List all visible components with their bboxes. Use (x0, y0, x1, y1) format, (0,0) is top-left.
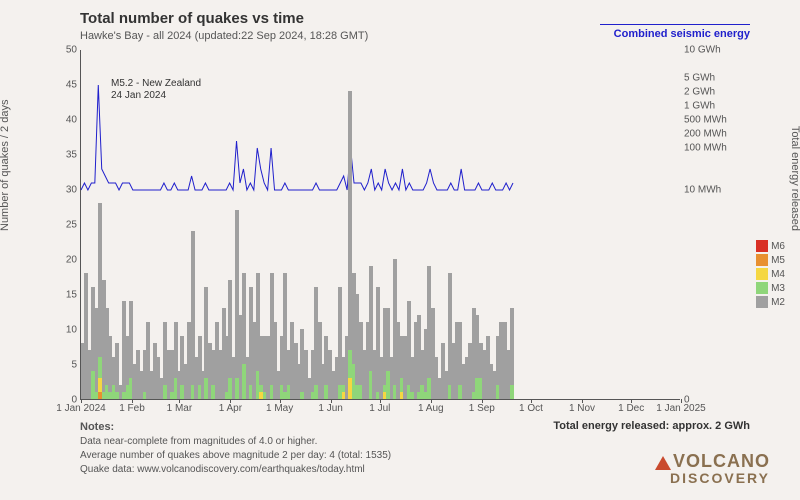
y-right-tick: 10 GWh (680, 45, 721, 56)
y-axis-left-label: Number of quakes / 2 days (0, 100, 11, 231)
chart-container: Total number of quakes vs time Hawke's B… (0, 0, 800, 500)
y-left-tick: 15 (66, 290, 81, 301)
y-left-tick: 20 (66, 255, 81, 266)
notes-block: Notes: Data near-complete from magnitude… (80, 420, 391, 477)
notes-line-2: Average number of quakes above magnitude… (80, 449, 391, 463)
y-right-tick: 500 MWh (680, 115, 727, 126)
y-right-tick: 200 MWh (680, 129, 727, 140)
total-energy-label: Total energy released: approx. 2 GWh (553, 420, 750, 432)
y-right-tick: 5 GWh (680, 73, 715, 84)
chart-subtitle: Hawke's Bay - all 2024 (updated:22 Sep 2… (80, 30, 368, 42)
legend-item-m6: M6 (756, 240, 785, 252)
energy-legend-label: Combined seismic energy (614, 28, 750, 40)
notes-line-3: Quake data: www.volcanodiscovery.com/ear… (80, 463, 391, 477)
y-left-tick: 10 (66, 325, 81, 336)
y-left-tick: 5 (71, 360, 81, 371)
legend-item-m3: M3 (756, 282, 785, 294)
bar (510, 308, 514, 399)
chart-title: Total number of quakes vs time (80, 10, 304, 27)
peak-annotation: M5.2 - New Zealand 24 Jan 2024 (111, 78, 201, 102)
y-left-tick: 30 (66, 185, 81, 196)
legend-item-m2: M2 (756, 296, 785, 308)
brand-logo: VOLCANO DISCOVERY (655, 453, 770, 485)
volcano-icon (655, 456, 671, 470)
y-left-tick: 40 (66, 115, 81, 126)
y-right-tick: 1 GWh (680, 101, 715, 112)
y-left-tick: 35 (66, 150, 81, 161)
notes-line-1: Data near-complete from magnitudes of 4.… (80, 435, 391, 449)
energy-legend-bar (600, 24, 750, 25)
legend-item-m5: M5 (756, 254, 785, 266)
y-left-tick: 50 (66, 45, 81, 56)
energy-line-svg (81, 50, 680, 399)
y-axis-right-label: Total energy released (789, 126, 800, 231)
plot-area: M5.2 - New Zealand 24 Jan 2024 051015202… (80, 50, 680, 400)
y-right-tick: 2 GWh (680, 87, 715, 98)
y-left-tick: 45 (66, 80, 81, 91)
y-left-tick: 25 (66, 220, 81, 231)
y-right-tick: 100 MWh (680, 143, 727, 154)
legend-item-m4: M4 (756, 268, 785, 280)
magnitude-legend: M6 M5 M4 M3 M2 (756, 240, 785, 310)
y-right-tick: 10 MWh (680, 185, 721, 196)
notes-heading: Notes: (80, 420, 391, 435)
